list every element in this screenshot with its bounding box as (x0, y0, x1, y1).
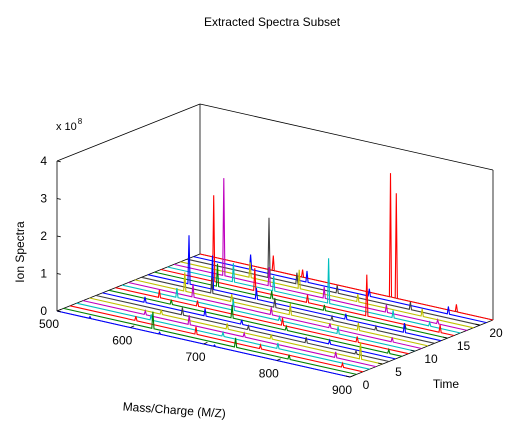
x-tick-label: 800 (259, 367, 279, 381)
z-tick-label: 2 (40, 229, 47, 243)
spectrum-line-t1 (63, 307, 357, 375)
z-exponent-base: x 10 (56, 121, 77, 133)
y-tick-label: 10 (424, 352, 438, 366)
y-tick-mark (443, 336, 448, 339)
z-tick-mark (56, 273, 61, 275)
spectrum-line-t22 (199, 173, 494, 321)
spectrum-line-t0 (56, 310, 351, 378)
z-tick-label: 1 (40, 267, 47, 281)
spectrum-line-t17 (167, 258, 461, 334)
z-exponent-label: x 108 (56, 117, 83, 133)
y-tick-label: 15 (457, 339, 471, 353)
ticks-layer: 500 600 700 800 900 0 5 10 15 20 0 1 2 3 4 (39, 154, 503, 397)
z-tick-mark (56, 235, 61, 238)
back-pane-top-edge (199, 103, 494, 171)
spectrum-line-t13 (141, 276, 435, 344)
z-axis-label: Ion Spectra (13, 221, 27, 283)
y-tick-mark (475, 323, 481, 326)
x-tick-label: 700 (185, 350, 205, 364)
spectrum-line-t5 (89, 297, 383, 365)
z-exponent-power: 8 (78, 117, 83, 126)
spectrum-line-t11 (128, 281, 422, 350)
y-tick-label: 20 (489, 326, 503, 340)
spectrum-line-t3 (76, 302, 370, 370)
spectrum-line-t7 (102, 292, 396, 360)
spectrum-line-t4 (82, 300, 377, 368)
spectrum-line-t6 (95, 294, 390, 363)
z-tick-label: 3 (40, 192, 47, 206)
spectrum-line-t9 (115, 287, 409, 355)
x-tick-mark (130, 325, 135, 328)
x-tick-mark (349, 375, 355, 378)
spectrum-line-t14 (147, 235, 442, 342)
x-tick-label: 600 (112, 334, 132, 348)
x-tick-mark (203, 342, 208, 345)
spectrum-line-t18 (173, 178, 468, 331)
left-pane-top-edge (56, 103, 201, 162)
spectrum-line-t10 (121, 284, 416, 352)
y-tick-label: 0 (363, 378, 370, 392)
z-tick-mark (56, 310, 61, 313)
x-tick-mark (276, 358, 281, 361)
spectrum-line-t19 (180, 261, 474, 329)
chart-title: Extracted Spectra Subset (204, 15, 341, 29)
z-tick-label: 4 (40, 154, 47, 168)
z-tick-mark (56, 198, 61, 200)
spectrum-line-t20 (186, 217, 481, 326)
y-tick-mark (345, 375, 351, 378)
series-layer (56, 173, 494, 378)
z-tick-mark (56, 160, 61, 163)
x-tick-label: 500 (39, 317, 59, 331)
x-tick-label: 900 (332, 383, 352, 397)
y-tick-label: 5 (395, 365, 402, 379)
spectrum-line-t12 (134, 272, 429, 347)
spectrum-line-t2 (69, 305, 364, 373)
z-tick-label: 0 (40, 304, 47, 318)
y-tick-mark (378, 362, 383, 365)
y-tick-mark (410, 349, 416, 352)
spectrum-line-t16 (160, 195, 455, 337)
y-axis-label: Time (433, 377, 460, 391)
spectrum-line-t8 (108, 289, 403, 357)
